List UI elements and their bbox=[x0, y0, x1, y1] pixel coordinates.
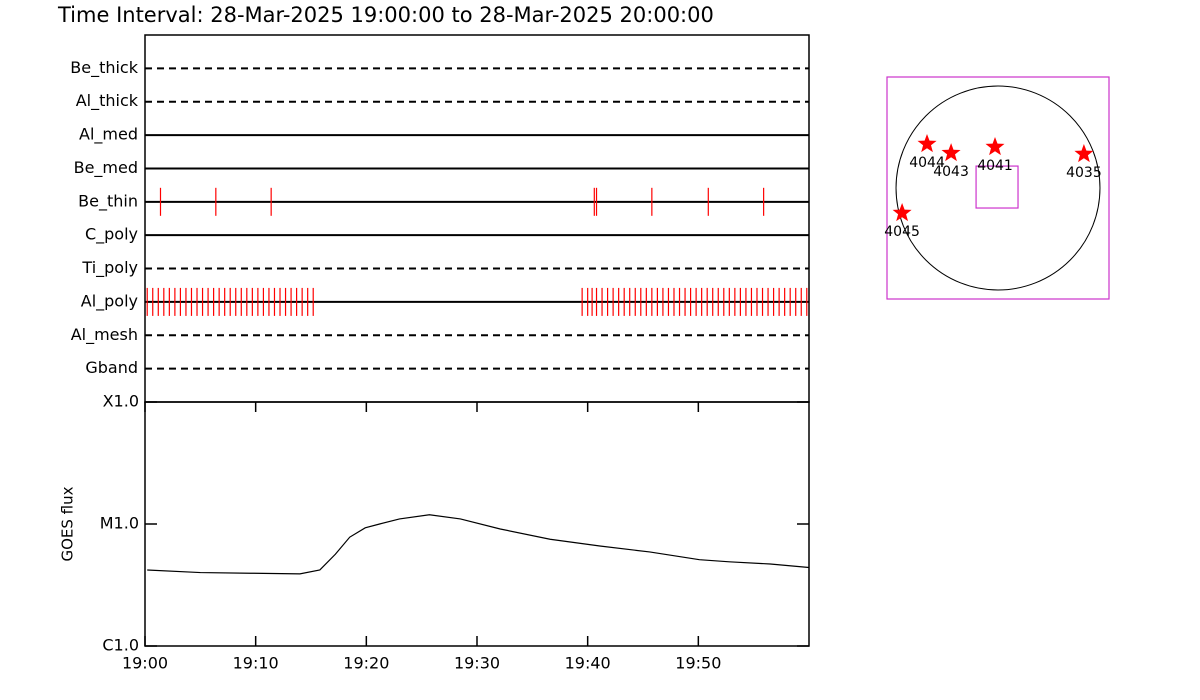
y-tick-label: C1.0 bbox=[102, 636, 139, 655]
x-tick-label: 19:20 bbox=[343, 654, 389, 673]
solar-limb bbox=[895, 85, 1101, 291]
region-marker bbox=[892, 203, 912, 222]
region-marker bbox=[941, 143, 961, 162]
x-tick-label: 19:00 bbox=[122, 654, 168, 673]
x-tick-label: 19:30 bbox=[454, 654, 500, 673]
region-label: 4044 bbox=[909, 155, 945, 171]
filter-label: Al_thick bbox=[76, 91, 139, 111]
region-label: 4035 bbox=[1066, 165, 1102, 181]
region-label: 4043 bbox=[933, 164, 969, 180]
filter-label: Gband bbox=[85, 358, 138, 377]
y-axis-label: GOES flux bbox=[59, 486, 77, 561]
goes-curve bbox=[147, 514, 810, 575]
filter-label: Al_med bbox=[79, 125, 138, 145]
filter-label: Be_thin bbox=[78, 191, 138, 211]
y-tick-label: X1.0 bbox=[103, 392, 139, 411]
filter-label: Be_thick bbox=[70, 58, 138, 78]
y-tick-label: M1.0 bbox=[100, 514, 139, 533]
chart-title: Time Interval: 28-Mar-2025 19:00:00 to 2… bbox=[57, 3, 714, 27]
region-marker bbox=[917, 134, 937, 153]
region-marker bbox=[1074, 144, 1094, 163]
x-tick-label: 19:40 bbox=[565, 654, 611, 673]
filter-label: Al_poly bbox=[81, 291, 138, 311]
region-label: 4045 bbox=[884, 224, 920, 240]
plot-frame bbox=[144, 34, 810, 403]
plot-frame bbox=[144, 401, 810, 647]
region-marker bbox=[985, 137, 1005, 156]
field-of-view bbox=[975, 165, 1019, 209]
filter-label: Al_mesh bbox=[71, 325, 138, 345]
filter-label: C_poly bbox=[85, 225, 138, 245]
filter-label: Be_med bbox=[74, 158, 138, 178]
x-tick-label: 19:10 bbox=[233, 654, 279, 673]
map-frame bbox=[886, 76, 1110, 300]
region-label: 4041 bbox=[977, 158, 1013, 174]
x-tick-label: 19:50 bbox=[675, 654, 721, 673]
filter-label: Ti_poly bbox=[81, 258, 138, 278]
